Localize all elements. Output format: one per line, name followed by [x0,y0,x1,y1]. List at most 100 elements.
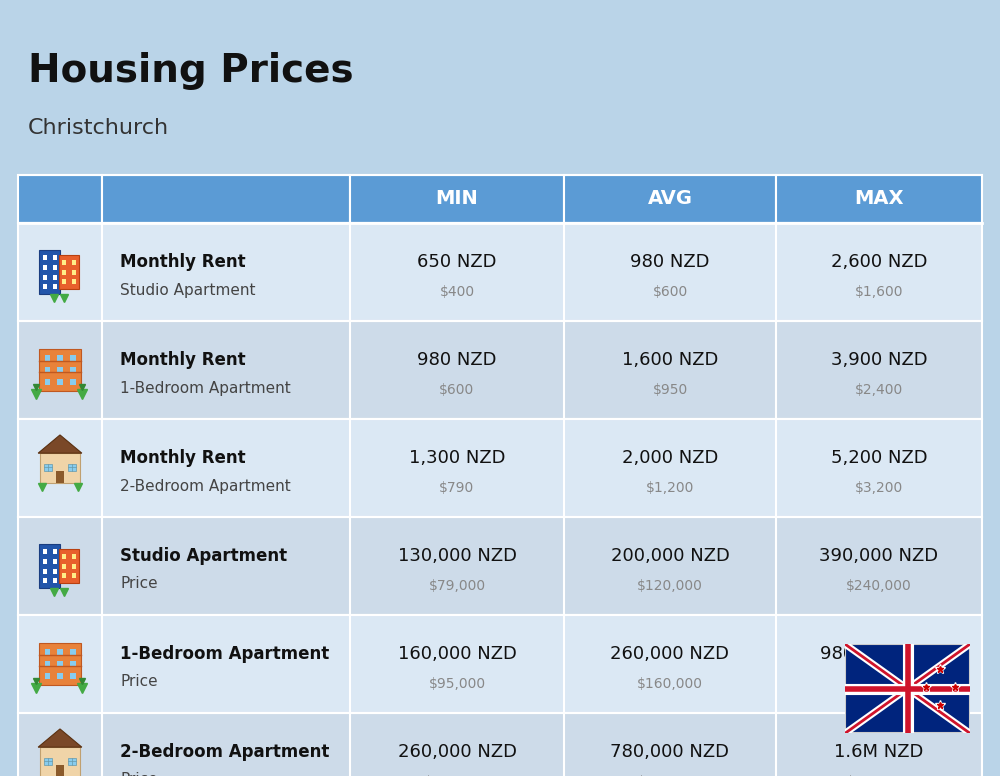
Bar [43,275,47,279]
Text: 2-Bedroom Apartment: 2-Bedroom Apartment [120,479,291,494]
Bar [44,463,52,471]
Bar [70,673,76,679]
Bar [40,747,80,776]
Bar [43,559,47,564]
Bar [72,563,76,569]
Bar [53,569,57,573]
Bar [70,661,76,667]
Text: $480,000: $480,000 [637,775,703,776]
Bar [45,379,50,385]
Bar [59,255,79,289]
Bar [18,713,982,776]
Bar [45,650,50,655]
Bar [776,175,982,223]
Bar [564,175,776,223]
Bar [72,554,76,559]
Bar [72,279,76,284]
Bar [57,661,63,667]
Text: 980 NZD: 980 NZD [417,351,497,369]
Bar [70,367,76,373]
Text: $3,200: $3,200 [855,481,903,495]
Text: $1,200: $1,200 [646,481,694,495]
Text: Price: Price [120,577,158,591]
Text: 260,000 NZD: 260,000 NZD [398,743,516,761]
Text: $600: $600 [439,383,475,397]
Polygon shape [38,729,82,747]
Bar [62,554,66,559]
Bar [57,650,63,655]
Bar [62,269,66,275]
Bar [43,578,47,584]
Bar [45,661,50,667]
Text: $160,000: $160,000 [424,775,490,776]
Text: Studio Apartment: Studio Apartment [120,547,287,565]
Bar [18,419,982,517]
Text: Monthly Rent: Monthly Rent [120,253,246,271]
Text: Price: Price [120,772,158,776]
Text: 1-Bedroom Apartment: 1-Bedroom Apartment [120,645,329,663]
Bar [45,367,50,373]
Bar [59,549,79,583]
Bar [43,549,47,554]
Text: $600,000: $600,000 [846,677,912,691]
Text: $600: $600 [652,285,688,299]
Bar [44,757,52,765]
Bar [53,255,57,261]
Text: Monthly Rent: Monthly Rent [120,449,246,467]
Bar [70,650,76,655]
Text: 3,900 NZD: 3,900 NZD [831,351,927,369]
Bar [56,764,64,776]
Bar [18,321,982,419]
Text: 1,300 NZD: 1,300 NZD [409,449,505,467]
Bar [62,260,66,265]
Text: 780,000 NZD: 780,000 NZD [610,743,730,761]
Text: $120,000: $120,000 [637,579,703,593]
Bar [18,223,982,321]
Text: $1,600: $1,600 [855,285,903,299]
Bar [53,284,57,289]
Bar [62,279,66,284]
Bar [43,284,47,289]
Text: Christchurch: Christchurch [28,118,169,138]
Bar [18,517,982,615]
Text: 200,000 NZD: 200,000 NZD [611,547,729,565]
Bar [57,355,63,361]
Bar [45,673,50,679]
Text: 2-Bedroom Apartment: 2-Bedroom Apartment [120,743,329,761]
Bar [39,250,60,294]
Text: $400: $400 [439,285,475,299]
Bar [53,275,57,279]
Text: 2,600 NZD: 2,600 NZD [831,253,927,271]
Bar [72,260,76,265]
Bar [68,463,76,471]
Text: $160,000: $160,000 [637,677,703,691]
Bar [40,453,80,483]
Text: MIN: MIN [436,189,478,209]
Bar [57,673,63,679]
Bar [43,255,47,261]
Text: 130,000 NZD: 130,000 NZD [398,547,516,565]
Text: $95,000: $95,000 [428,677,486,691]
Text: $950: $950 [652,383,688,397]
Bar [57,379,63,385]
Bar [68,757,76,765]
Text: 650 NZD: 650 NZD [417,253,497,271]
Bar [102,175,350,223]
Text: 1.6M NZD: 1.6M NZD [834,743,924,761]
Text: MAX: MAX [854,189,904,209]
Text: 160,000 NZD: 160,000 NZD [398,645,516,663]
Bar [57,367,63,373]
Text: $240,000: $240,000 [846,579,912,593]
Bar [43,569,47,573]
Bar [62,563,66,569]
Bar [72,269,76,275]
Bar [39,544,60,588]
Bar [45,355,50,361]
Bar [39,643,81,685]
Text: 260,000 NZD: 260,000 NZD [610,645,730,663]
Text: Monthly Rent: Monthly Rent [120,351,246,369]
Text: AVG: AVG [648,189,692,209]
Text: 980,000 NZD: 980,000 NZD [820,645,938,663]
Bar [62,573,66,578]
Bar [53,549,57,554]
